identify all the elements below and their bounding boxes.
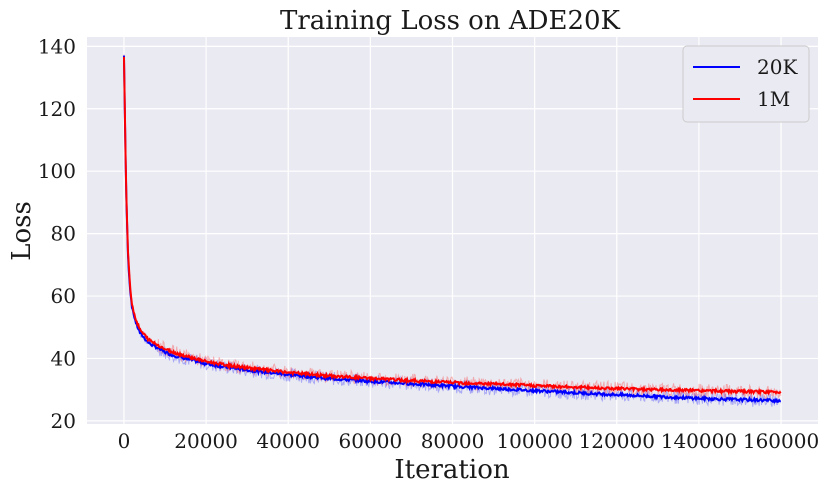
x-tick-label: 0 [118, 429, 131, 453]
y-tick-label: 100 [38, 159, 76, 183]
series-line-1M [122, 56, 782, 397]
y-tick-labels: 20 40 60 80 100 120 140 [38, 34, 76, 433]
y-tick-label: 60 [51, 284, 76, 308]
x-tick-label: 160000 [743, 429, 819, 453]
x-tick-label: 60000 [339, 429, 403, 453]
y-tick-label: 80 [51, 222, 76, 246]
x-tick-label: 40000 [256, 429, 320, 453]
x-axis-label: Iteration [394, 455, 509, 485]
series-line-20K [122, 55, 782, 405]
y-axis-label: Loss [7, 201, 37, 261]
x-tick-label: 80000 [421, 429, 485, 453]
legend-label-1m: 1M [757, 87, 790, 111]
series-lines [122, 55, 782, 405]
legend-label-20k: 20K [757, 55, 798, 79]
noise-bands [123, 54, 782, 407]
series-noise-20K [123, 55, 782, 407]
y-tick-label: 140 [38, 34, 76, 58]
x-tick-label: 100000 [496, 429, 572, 453]
legend-box [682, 45, 810, 123]
legend: 20K 1M [682, 45, 810, 123]
x-tick-label: 120000 [579, 429, 655, 453]
chart-title: Training Loss on ADE20K [280, 6, 621, 36]
y-tick-label: 40 [51, 346, 76, 370]
y-tick-label: 20 [51, 409, 76, 433]
x-tick-label: 140000 [661, 429, 737, 453]
series-noise-1M [123, 54, 782, 400]
y-tick-label: 120 [38, 97, 76, 121]
x-tick-labels: 0 20000 40000 60000 80000 100000 120000 140000 1… [118, 429, 820, 453]
x-tick-label: 20000 [174, 429, 238, 453]
